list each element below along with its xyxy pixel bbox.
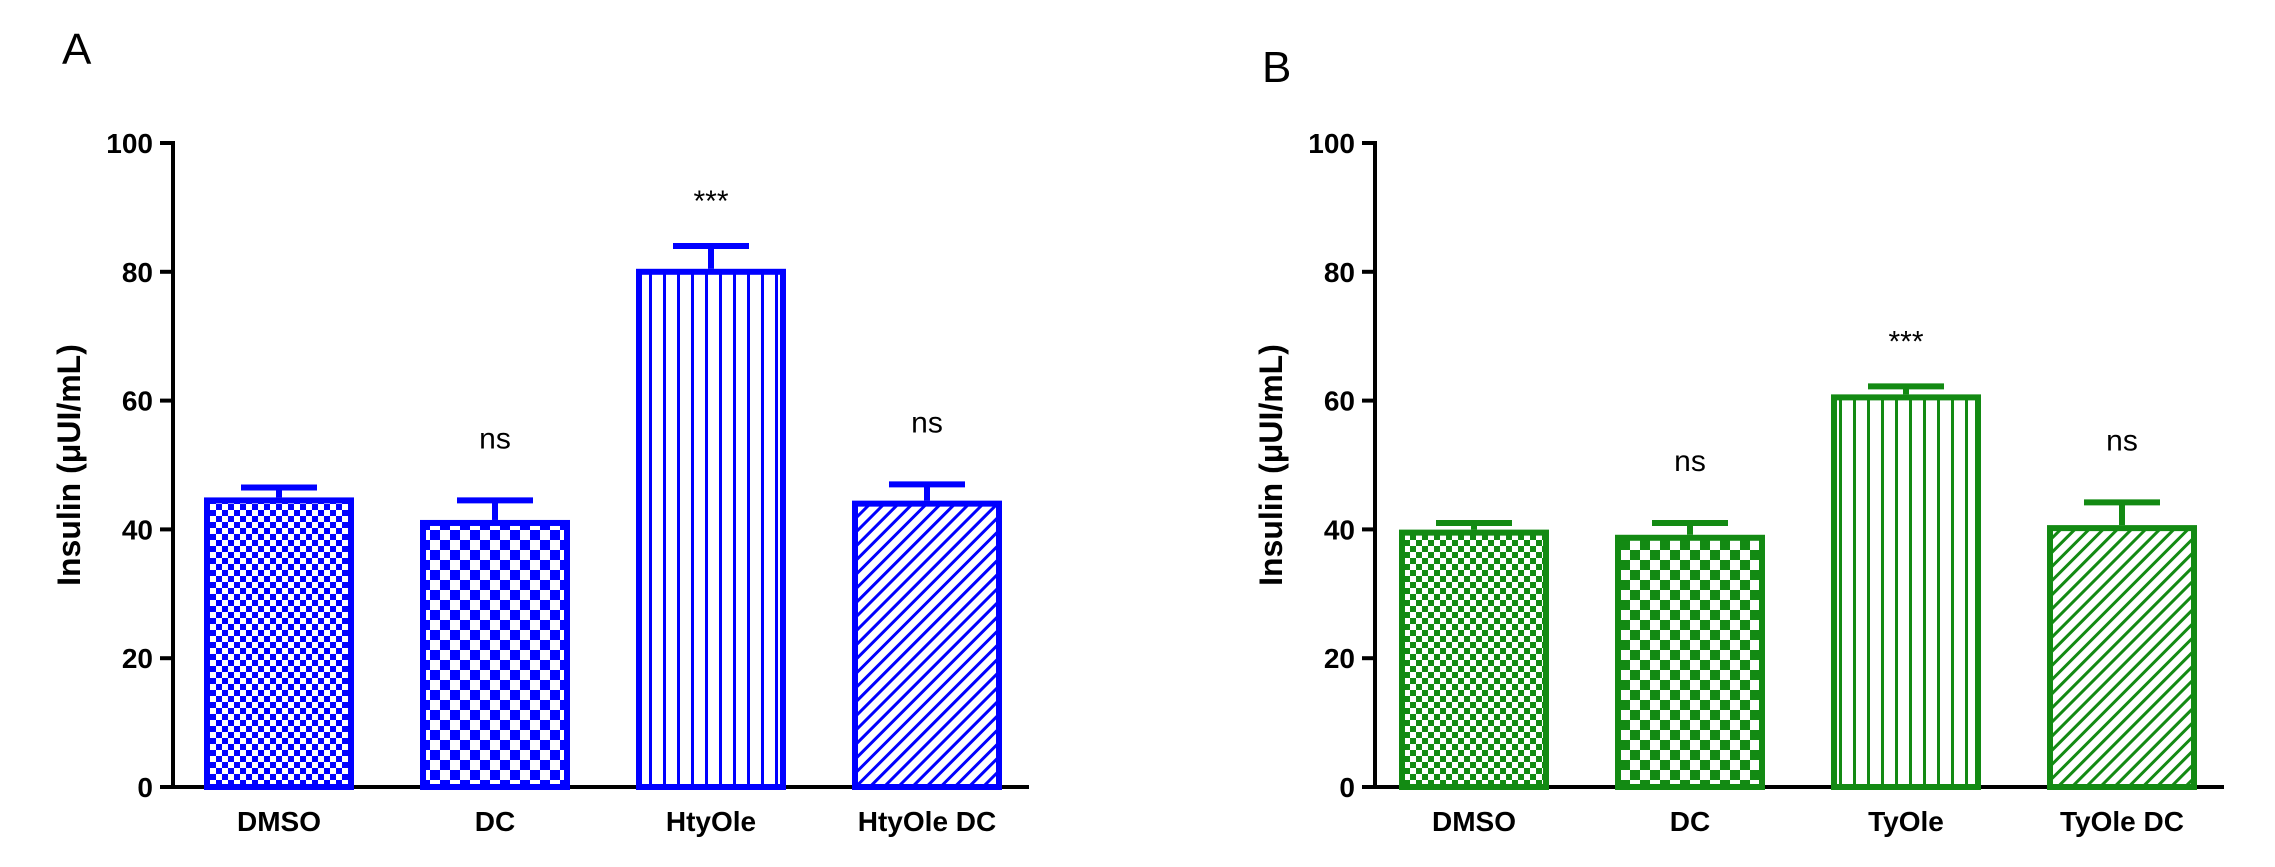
bar-dmso [204,497,354,790]
significance-tyole-dc: ns [2106,424,2138,457]
y-axis-title: Insulin (μUI/mL) [51,344,87,586]
category-label-tyole-dc: TyOle DC [2060,806,2184,837]
bar-htyole [636,268,786,790]
y-tick-label-0: 0 [137,772,153,803]
bar-dc [420,519,570,791]
chart-panel-b: B Insulin (μUI/mL) 0 20 40 60 80 100 DMSO ns DC ***… [1253,43,2224,837]
category-label-tyole: TyOle [1868,806,1944,837]
y-tick-label-100: 100 [106,128,153,159]
y-tick-label-80: 80 [122,257,153,288]
category-label-dc: DC [475,806,515,837]
y-tick-label-60: 60 [1324,386,1355,417]
category-label-dc: DC [1670,806,1710,837]
y-tick-label-60: 60 [122,386,153,417]
significance-dc: ns [1674,445,1706,478]
significance-tyole: *** [1888,325,1923,358]
y-tick-label-40: 40 [1324,514,1355,545]
significance-dc: ns [479,422,511,455]
chart-panel-a: A Insulin (μUI/mL) 0 20 40 60 80 100 DMSO ns DC ***… [51,25,1029,837]
significance-htyole: *** [693,185,728,218]
bar-dmso [1399,529,1549,790]
y-tick-label-80: 80 [1324,257,1355,288]
panel-letter-b: B [1262,43,1291,92]
y-tick-label-40: 40 [122,514,153,545]
significance-htyole-dc: ns [911,406,943,439]
y-tick-label-20: 20 [122,643,153,674]
bar-htyole-dc [852,500,1002,790]
y-tick-label-100: 100 [1308,128,1355,159]
bar-tyole-dc [2047,525,2197,790]
bar-dc [1615,534,1765,790]
y-tick-label-0: 0 [1339,772,1355,803]
panel-letter-a: A [62,25,92,74]
category-label-dmso: DMSO [237,806,321,837]
category-label-dmso: DMSO [1432,806,1516,837]
category-label-htyole: HtyOle [666,806,756,837]
y-tick-label-20: 20 [1324,643,1355,674]
y-axis-title: Insulin (μUI/mL) [1253,344,1289,586]
bar-tyole [1831,394,1981,790]
category-label-htyole-dc: HtyOle DC [858,806,996,837]
